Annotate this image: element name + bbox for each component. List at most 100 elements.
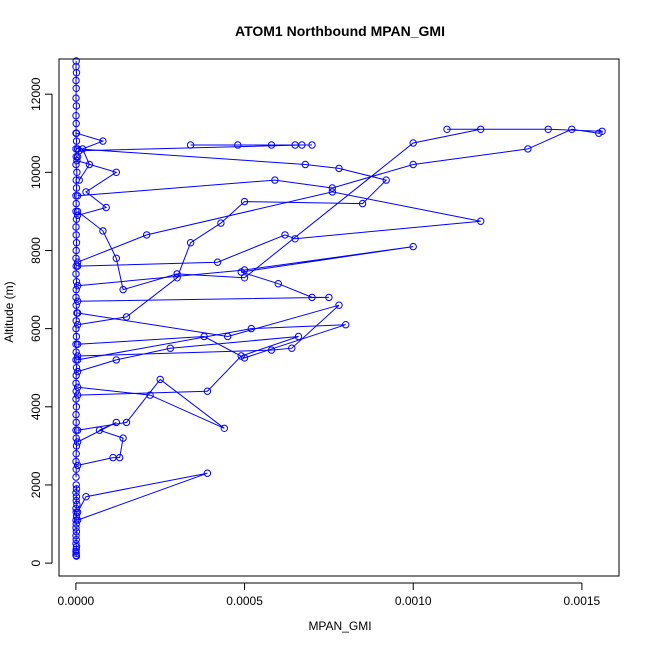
data-point — [72, 465, 80, 473]
data-point — [237, 268, 245, 276]
data-point — [200, 332, 208, 341]
series-line — [77, 336, 299, 396]
data-point — [477, 125, 485, 134]
data-point — [72, 119, 80, 128]
data-point — [72, 496, 80, 505]
data-point — [73, 500, 81, 509]
data-point — [73, 207, 82, 216]
data-point — [72, 481, 80, 489]
data-point — [308, 293, 316, 302]
data-point — [72, 293, 80, 302]
data-point — [72, 552, 81, 560]
data-point — [335, 164, 343, 173]
data-point — [146, 391, 154, 399]
data-point — [95, 426, 104, 434]
y-tick-label: 2000 — [29, 471, 43, 498]
data-point — [73, 461, 82, 470]
series-14 — [73, 418, 127, 470]
data-point — [186, 239, 195, 247]
y-tick-label: 4000 — [29, 393, 43, 420]
series-12 — [73, 332, 303, 399]
data-point — [237, 352, 245, 360]
data-point — [568, 125, 576, 134]
x-tick-label: 0.0010 — [395, 594, 432, 608]
data-point — [382, 176, 390, 184]
data-point — [72, 129, 81, 137]
data-point — [217, 219, 225, 227]
series-line — [75, 60, 78, 478]
data-point — [99, 137, 107, 145]
data-point — [477, 217, 485, 225]
data-point — [294, 332, 303, 341]
data-point — [73, 438, 82, 446]
data-point — [186, 141, 195, 149]
data-point — [72, 254, 80, 262]
data-point — [328, 184, 336, 192]
data-point — [109, 453, 117, 462]
data-point — [73, 367, 82, 376]
data-point — [72, 317, 80, 325]
data-point — [72, 536, 80, 544]
data-point — [73, 508, 82, 516]
series-8 — [73, 188, 485, 270]
series-6 — [73, 145, 390, 329]
data-point — [112, 168, 121, 177]
data-point — [156, 375, 164, 384]
data-point — [73, 282, 82, 290]
data-point — [72, 512, 81, 520]
series-line — [77, 191, 481, 267]
data-point — [72, 450, 80, 458]
data-point — [274, 280, 282, 288]
data-point — [291, 235, 299, 243]
data-point — [288, 344, 296, 352]
data-point — [267, 141, 276, 149]
data-point — [72, 379, 80, 387]
data-point — [409, 242, 417, 251]
data-point — [112, 254, 121, 262]
x-tick-label: 0.0000 — [58, 594, 95, 608]
series-5 — [73, 141, 316, 161]
data-point — [72, 520, 80, 528]
x-tick-label: 0.0005 — [226, 594, 263, 608]
data-point — [73, 168, 81, 177]
series-line — [77, 304, 340, 357]
data-point — [73, 258, 82, 266]
data-point — [72, 84, 80, 93]
data-point — [73, 192, 82, 200]
data-point — [112, 418, 121, 427]
data-point — [72, 102, 81, 110]
y-tick-label: 0 — [29, 559, 43, 566]
data-point — [409, 139, 417, 147]
data-point — [73, 145, 82, 153]
data-point — [119, 285, 127, 294]
data-point — [72, 199, 80, 208]
series-line — [77, 144, 312, 157]
data-point — [72, 410, 80, 419]
series-line — [77, 128, 604, 291]
data-point — [173, 274, 181, 282]
data-point — [75, 176, 83, 184]
data-point — [342, 321, 350, 329]
data-point — [72, 270, 80, 278]
data-point — [72, 348, 80, 356]
data-point — [72, 457, 80, 466]
data-point — [122, 313, 131, 321]
data-point — [73, 356, 82, 364]
data-point — [409, 160, 417, 169]
data-point — [328, 188, 336, 196]
data-point — [213, 258, 222, 266]
data-point — [234, 141, 242, 149]
data-point — [325, 293, 333, 302]
x-tick-label: 0.0015 — [564, 594, 601, 608]
data-point — [72, 94, 80, 102]
chart-title: ATOM1 Northbound MPAN_GMI — [235, 23, 445, 39]
series-layer — [72, 57, 606, 560]
data-point — [72, 184, 81, 192]
series-9 — [73, 242, 417, 305]
data-point — [72, 485, 81, 493]
y-tick-label: 10000 — [29, 155, 43, 189]
y-tick-label: 8000 — [29, 237, 43, 264]
data-point — [240, 274, 249, 282]
